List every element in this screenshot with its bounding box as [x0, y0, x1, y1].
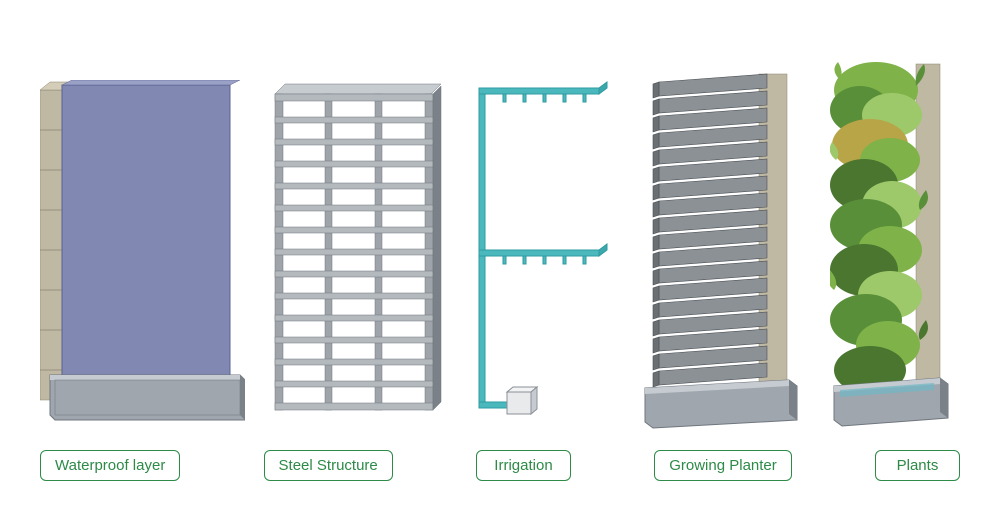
panel-waterproof [40, 80, 245, 430]
labels-row: Waterproof layer Steel Structure Irrigat… [0, 430, 1000, 481]
label-waterproof: Waterproof layer [40, 450, 180, 481]
diagram-panels [0, 0, 1000, 430]
panel-planter [639, 70, 804, 430]
label-planter: Growing Planter [654, 450, 792, 481]
label-steel: Steel Structure [264, 450, 393, 481]
label-irrigation: Irrigation [476, 450, 571, 481]
panel-steel [271, 80, 446, 430]
panel-plants [830, 60, 960, 430]
plants-svg [830, 60, 960, 430]
irrigation-svg [473, 80, 613, 430]
planter-svg [639, 70, 804, 430]
waterproof-svg [40, 80, 245, 430]
panel-irrigation [473, 80, 613, 430]
label-plants: Plants [875, 450, 960, 481]
steel-svg [271, 80, 446, 430]
